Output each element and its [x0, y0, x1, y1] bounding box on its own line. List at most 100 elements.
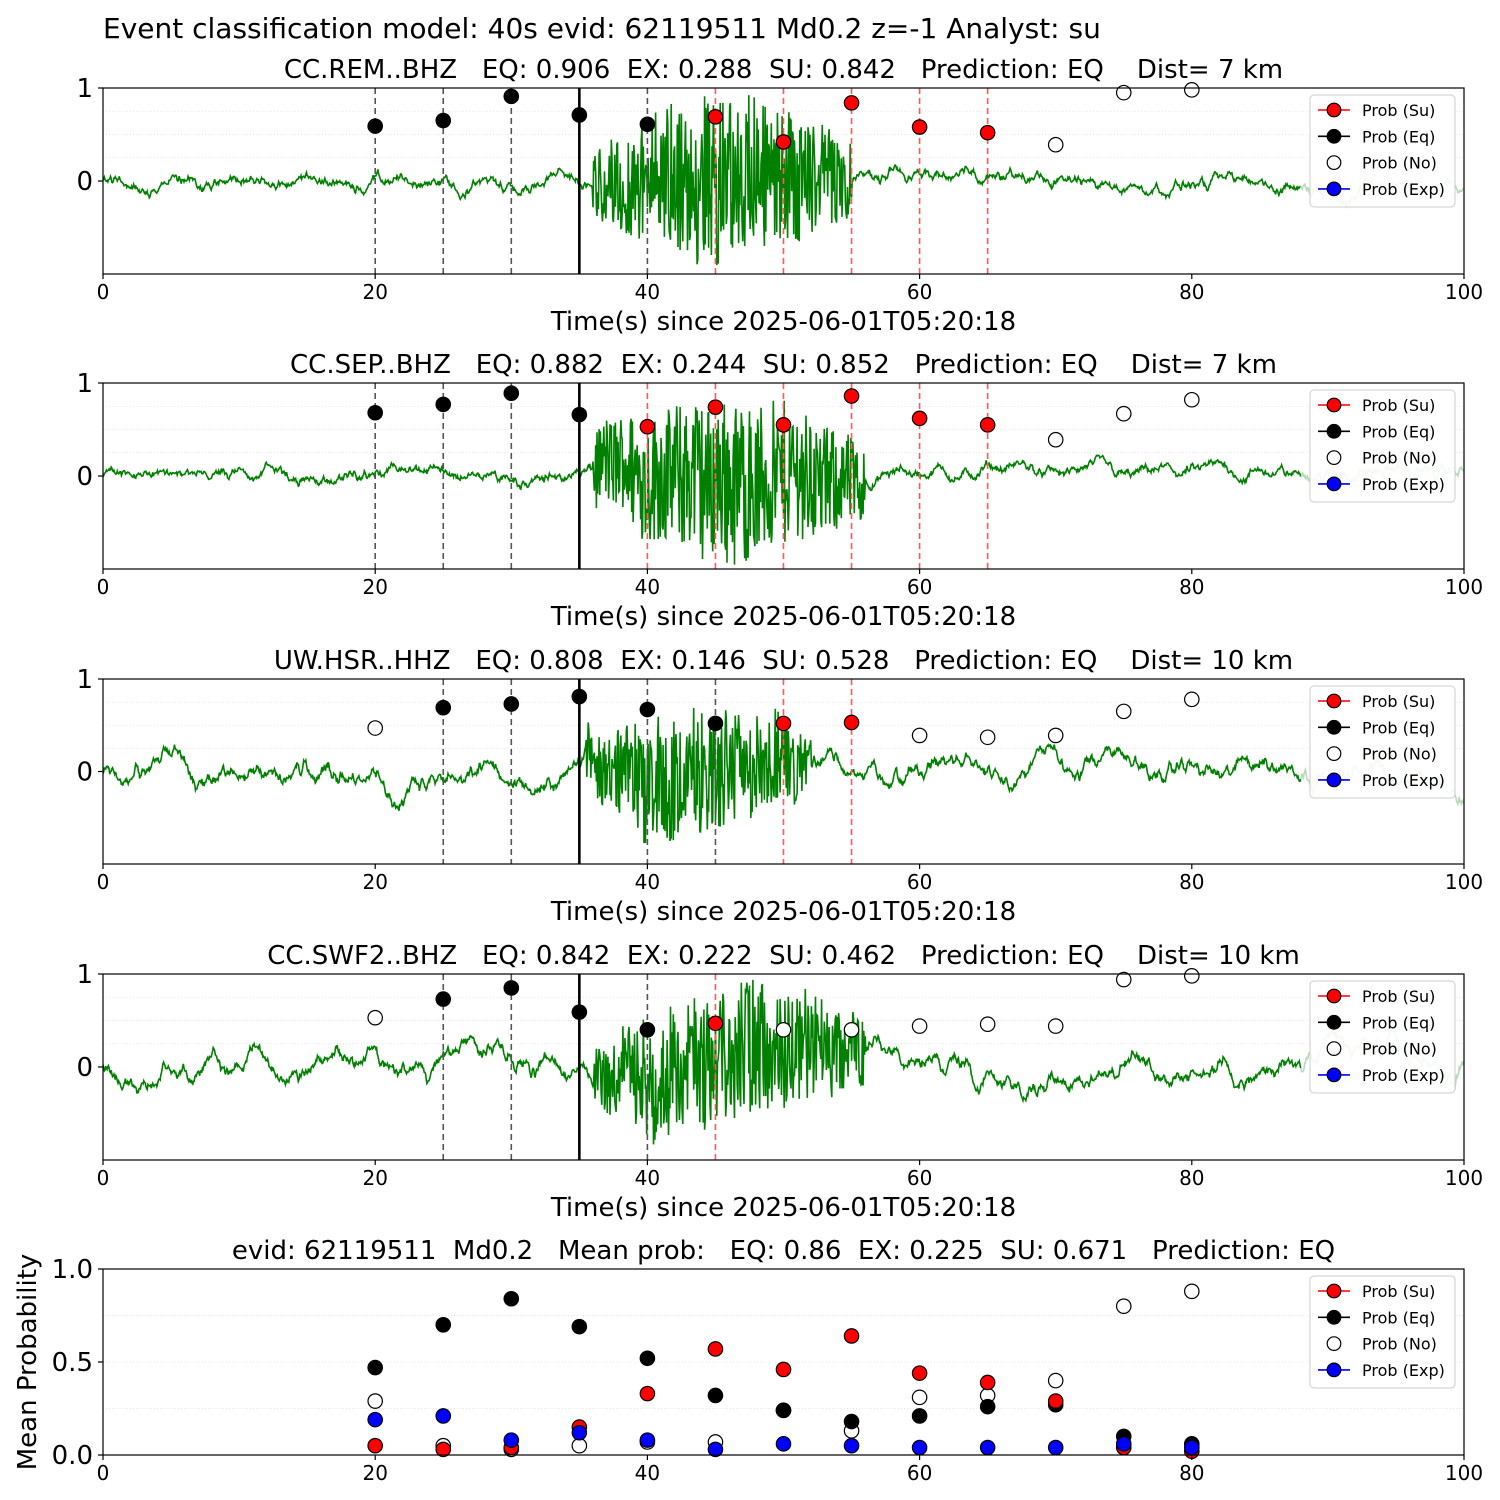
- point-exp: [979, 1439, 996, 1456]
- point-su: [367, 1437, 383, 1454]
- point-eq: [367, 404, 383, 421]
- legend-label: Prob (Exp): [1362, 180, 1445, 199]
- point-eq: [435, 991, 452, 1007]
- point-eq: [639, 701, 656, 718]
- point-su: [979, 1374, 996, 1391]
- x-tick-label: 80: [1179, 1461, 1204, 1485]
- legend-marker-exp: [1326, 181, 1342, 197]
- x-tick-label: 100: [1445, 870, 1483, 894]
- point-no: [911, 727, 928, 744]
- legend-box: [1309, 980, 1456, 1094]
- x-tick-label: 100: [1445, 1166, 1483, 1190]
- x-tick-label: 20: [362, 575, 387, 599]
- y-tick-label: 1: [76, 369, 93, 399]
- legend-label: Prob (Su): [1362, 396, 1435, 415]
- legend-marker-su: [1326, 397, 1342, 413]
- legend-marker-no: [1326, 1041, 1342, 1056]
- point-eq: [571, 406, 588, 423]
- legend: Prob (Su) Prob (Eq) Prob (No) Prob (Exp): [1309, 980, 1456, 1094]
- x-tick-label: 0: [97, 1166, 110, 1190]
- legend-marker-eq: [1326, 423, 1342, 439]
- point-eq: [571, 107, 588, 123]
- legend-label: Prob (No): [1362, 449, 1437, 468]
- x-tick-label: 20: [362, 870, 387, 894]
- legend-box: [1309, 94, 1456, 208]
- point-no: [367, 1393, 383, 1409]
- legend-marker-exp: [1326, 1362, 1342, 1378]
- point-exp: [1115, 1436, 1132, 1452]
- legend-label: Prob (No): [1362, 1040, 1437, 1059]
- x-tick-label: 20: [362, 280, 387, 304]
- point-su: [435, 1441, 452, 1458]
- point-eq: [843, 1413, 860, 1430]
- x-tick-label: 100: [1445, 575, 1483, 599]
- point-no: [1047, 727, 1064, 744]
- x-tick-label: 0: [97, 575, 110, 599]
- subplot-1: 0 20 40 60 80 100 0 1 CC.REM..BHZ EQ: 0.906 EX: …: [76, 55, 1483, 337]
- subplot-title: CC.SWF2..BHZ EQ: 0.842 EX: 0.222 SU: 0.4…: [267, 941, 1300, 971]
- point-no: [775, 1022, 792, 1038]
- point-exp: [775, 1436, 792, 1452]
- subplot-3: 0 20 40 60 80 100 0 1 UW.HSR..HHZ EQ: 0.808 EX: …: [76, 646, 1483, 927]
- point-eq: [775, 1402, 792, 1419]
- point-no: [1184, 391, 1200, 408]
- legend-marker-no: [1326, 746, 1342, 761]
- point-eq: [707, 1387, 724, 1404]
- point-exp: [1184, 1439, 1200, 1456]
- point-su: [775, 1361, 792, 1378]
- point-exp: [503, 1432, 520, 1448]
- point-eq: [639, 116, 656, 133]
- legend-label: Prob (Su): [1362, 1282, 1435, 1301]
- x-tick-label: 80: [1179, 870, 1204, 894]
- point-su: [639, 1385, 656, 1402]
- point-eq: [435, 699, 452, 716]
- legend-marker-exp: [1326, 476, 1342, 492]
- legend-marker-no: [1326, 450, 1342, 466]
- legend-box: [1309, 685, 1456, 799]
- x-tick-label: 40: [635, 870, 660, 894]
- legend-label: Prob (Exp): [1362, 1066, 1445, 1085]
- point-su: [707, 1341, 724, 1357]
- point-eq: [503, 88, 520, 105]
- point-no: [367, 720, 383, 736]
- figure-suptitle: Event classification model: 40s evid: 62…: [103, 12, 1101, 45]
- point-su: [775, 715, 792, 732]
- x-tick-label: 40: [635, 575, 660, 599]
- plot-area: [103, 88, 1464, 274]
- legend-marker-no: [1326, 155, 1342, 171]
- point-eq: [571, 1318, 588, 1335]
- legend-box: [1309, 389, 1456, 503]
- y-tick-label: 1: [76, 960, 93, 990]
- x-tick-label: 40: [635, 280, 660, 304]
- legend-marker-eq: [1326, 1309, 1342, 1325]
- legend-marker-eq: [1326, 1014, 1342, 1030]
- x-tick-label: 60: [907, 1166, 932, 1190]
- legend-marker-eq: [1326, 719, 1342, 735]
- y-tick-label: 0.0: [52, 1441, 93, 1471]
- y-tick-label: 1.0: [52, 1255, 93, 1285]
- point-eq: [571, 1004, 588, 1020]
- x-tick-label: 0: [97, 870, 110, 894]
- legend-marker-exp: [1326, 1067, 1342, 1083]
- legend-label: Prob (Eq): [1362, 127, 1435, 146]
- point-su: [911, 1365, 928, 1381]
- legend-label: Prob (Eq): [1362, 718, 1435, 737]
- subplot-title: UW.HSR..HHZ EQ: 0.808 EX: 0.146 SU: 0.52…: [274, 646, 1293, 676]
- point-no: [1184, 82, 1200, 98]
- point-exp: [843, 1437, 860, 1454]
- point-no: [979, 729, 996, 746]
- y-tick-label: 1: [76, 74, 93, 104]
- subplot-title: CC.REM..BHZ EQ: 0.906 EX: 0.288 SU: 0.84…: [284, 55, 1283, 85]
- point-no: [1115, 84, 1132, 101]
- point-su: [707, 1015, 724, 1032]
- legend-label: Prob (Exp): [1362, 771, 1445, 790]
- plot-area: [103, 1315, 1464, 1409]
- legend: Prob (Su) Prob (Eq) Prob (No) Prob (Exp): [1309, 1275, 1456, 1389]
- y-tick-label: 1: [76, 665, 93, 695]
- point-no: [1184, 691, 1200, 708]
- point-exp: [435, 1408, 452, 1424]
- legend-label: Prob (Exp): [1362, 475, 1445, 494]
- waveform-line: [103, 400, 1302, 565]
- plot-area: [103, 974, 1464, 1160]
- x-axis-label: Time(s) since 2025-06-01T05:20:18: [550, 1193, 1016, 1223]
